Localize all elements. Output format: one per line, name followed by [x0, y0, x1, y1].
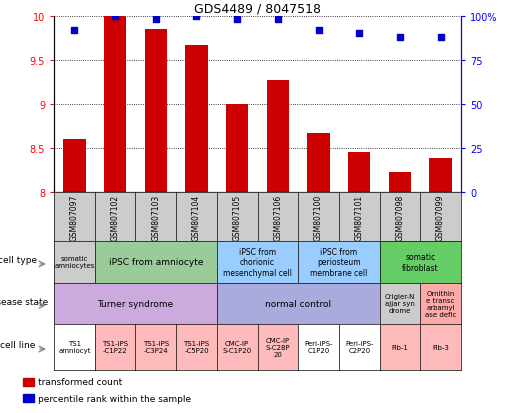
- Text: Crigler-N
ajjar syn
drome: Crigler-N ajjar syn drome: [385, 294, 415, 313]
- Title: GDS4489 / 8047518: GDS4489 / 8047518: [194, 2, 321, 15]
- Text: Fib-3: Fib-3: [432, 344, 449, 350]
- Point: [192, 13, 200, 20]
- Text: GSM807103: GSM807103: [151, 195, 160, 241]
- Bar: [63, 140, 85, 192]
- Text: cell type: cell type: [0, 256, 38, 265]
- Text: Turner syndrome: Turner syndrome: [97, 299, 174, 308]
- Text: Peri-iPS-
C1P20: Peri-iPS- C1P20: [304, 340, 333, 354]
- Text: transformed count: transformed count: [39, 377, 123, 387]
- Text: GSM807104: GSM807104: [192, 195, 201, 241]
- Point: [111, 13, 119, 20]
- Text: CMC-IP
S-C1P20: CMC-IP S-C1P20: [222, 340, 252, 354]
- Text: iPSC from amniocyte: iPSC from amniocyte: [109, 258, 203, 267]
- Bar: [307, 133, 330, 192]
- Text: disease state: disease state: [0, 297, 48, 306]
- Text: TS1
amniocyt: TS1 amniocyt: [58, 340, 91, 354]
- Bar: [145, 30, 167, 192]
- Text: GSM807097: GSM807097: [70, 195, 79, 241]
- Point: [70, 27, 78, 34]
- Text: GSM807106: GSM807106: [273, 195, 282, 241]
- Text: GSM807101: GSM807101: [355, 195, 364, 240]
- Text: GSM807100: GSM807100: [314, 195, 323, 241]
- Text: somatic
fibroblast: somatic fibroblast: [402, 253, 439, 272]
- Text: normal control: normal control: [265, 299, 331, 308]
- Text: CMC-IP
S-C28P
20: CMC-IP S-C28P 20: [266, 337, 290, 357]
- Text: TS1-iPS
-C1P22: TS1-iPS -C1P22: [102, 340, 128, 354]
- Point: [436, 34, 444, 41]
- Bar: [267, 81, 289, 192]
- Text: TS1-iPS
-C5P20: TS1-iPS -C5P20: [183, 340, 210, 354]
- Text: Peri-iPS-
C2P20: Peri-iPS- C2P20: [345, 340, 373, 354]
- Text: TS1-iPS
-C3P24: TS1-iPS -C3P24: [143, 340, 169, 354]
- Bar: [226, 105, 248, 192]
- Point: [151, 17, 160, 23]
- Point: [233, 17, 241, 23]
- Text: somatic
amniocytes: somatic amniocytes: [54, 256, 95, 269]
- Point: [274, 17, 282, 23]
- Bar: [23, 378, 33, 386]
- Text: GSM807099: GSM807099: [436, 195, 445, 241]
- Text: Fib-1: Fib-1: [391, 344, 408, 350]
- Text: iPSC from
chorionic
mesenchymal cell: iPSC from chorionic mesenchymal cell: [223, 247, 292, 277]
- Bar: [348, 152, 370, 192]
- Point: [355, 31, 363, 38]
- Text: GSM807102: GSM807102: [111, 195, 119, 240]
- Text: percentile rank within the sample: percentile rank within the sample: [39, 394, 192, 403]
- Text: iPSC from
periosteum
membrane cell: iPSC from periosteum membrane cell: [310, 247, 368, 277]
- Text: Ornithin
e transc
arbamyl
ase defic: Ornithin e transc arbamyl ase defic: [425, 290, 456, 317]
- Bar: [23, 394, 33, 402]
- Text: cell line: cell line: [1, 340, 36, 349]
- Bar: [185, 45, 208, 192]
- Text: GSM807098: GSM807098: [396, 195, 404, 241]
- Point: [314, 27, 322, 34]
- Bar: [104, 17, 126, 192]
- Text: GSM807105: GSM807105: [233, 195, 242, 241]
- Point: [396, 34, 404, 41]
- Bar: [430, 159, 452, 192]
- Bar: [389, 173, 411, 192]
